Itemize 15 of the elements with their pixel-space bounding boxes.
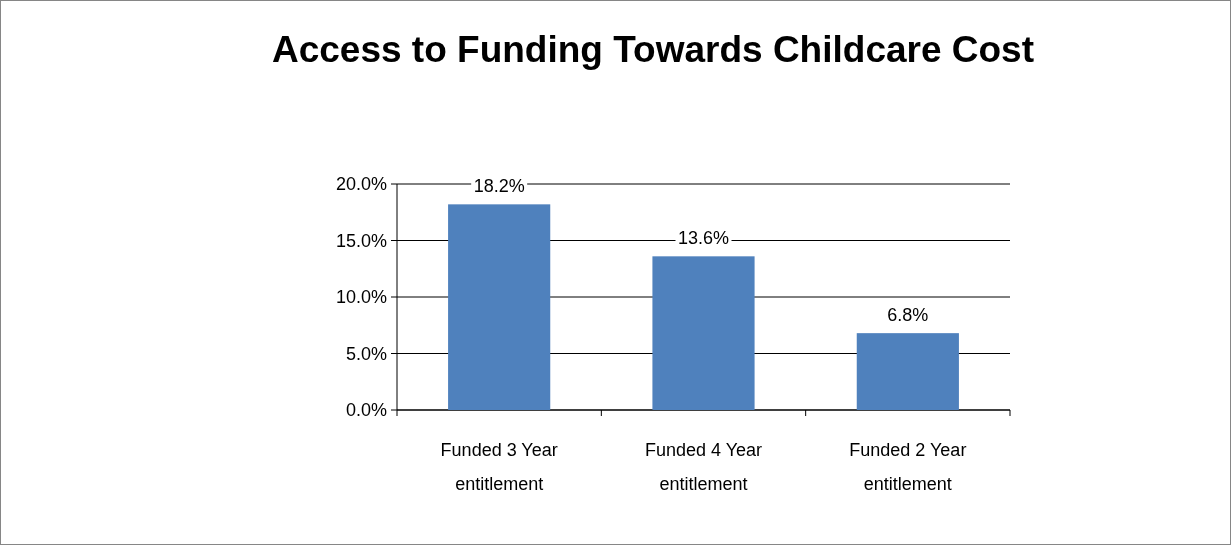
x-tick-label: Funded 4 Year entitlement	[644, 440, 763, 494]
data-label: 6.8%	[887, 305, 929, 326]
chart-title: Access to Funding Towards Childcare Cost	[271, 29, 1035, 70]
x-tick-label: Funded 2 Year entitlement	[849, 440, 967, 494]
y-tick-label: 15.0%	[335, 230, 387, 251]
bar	[652, 256, 755, 410]
y-tick-label: 5.0%	[345, 343, 387, 364]
y-tick-label: 10.0%	[335, 287, 387, 308]
data-label: 18.2%	[473, 176, 525, 197]
bar	[856, 333, 959, 410]
y-tick-label: 0.0%	[345, 400, 387, 421]
data-label: 13.6%	[677, 228, 730, 249]
bar	[448, 204, 551, 410]
x-tick-label: Funded 3 Year entitlement	[440, 440, 558, 494]
y-tick-label: 20.0%	[335, 174, 387, 195]
